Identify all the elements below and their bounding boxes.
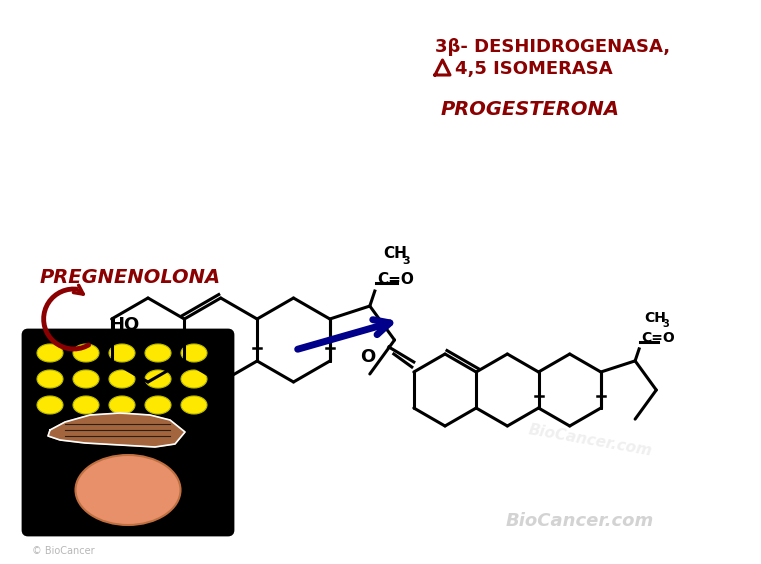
Ellipse shape [109, 396, 135, 414]
Text: BioCancer.com: BioCancer.com [527, 422, 653, 459]
Ellipse shape [145, 344, 171, 362]
Ellipse shape [181, 344, 207, 362]
Ellipse shape [109, 344, 135, 362]
Polygon shape [48, 413, 185, 447]
FancyBboxPatch shape [23, 330, 233, 535]
Text: C=O: C=O [641, 331, 675, 345]
Text: PREGNENOLONA: PREGNENOLONA [40, 268, 221, 287]
Ellipse shape [73, 396, 99, 414]
Text: BioCancer.com: BioCancer.com [506, 512, 654, 530]
Text: HO: HO [110, 316, 140, 334]
Ellipse shape [37, 370, 63, 388]
Ellipse shape [145, 396, 171, 414]
Ellipse shape [37, 344, 63, 362]
Text: 3: 3 [403, 256, 410, 266]
Text: C=O: C=O [377, 272, 414, 287]
Text: CH: CH [644, 311, 666, 325]
Text: © BioCancer: © BioCancer [32, 546, 94, 556]
Text: O: O [361, 348, 376, 366]
Text: 4,5 ISOMERASA: 4,5 ISOMERASA [455, 60, 613, 78]
Text: 3β- DESHIDROGENASA,: 3β- DESHIDROGENASA, [435, 38, 670, 56]
Ellipse shape [37, 396, 63, 414]
Ellipse shape [145, 370, 171, 388]
Text: 3: 3 [662, 319, 669, 329]
Ellipse shape [181, 370, 207, 388]
Ellipse shape [73, 370, 99, 388]
Ellipse shape [73, 344, 99, 362]
Ellipse shape [75, 455, 180, 525]
Ellipse shape [109, 370, 135, 388]
Text: CH: CH [383, 246, 406, 261]
Text: PROGESTERONA: PROGESTERONA [441, 100, 619, 119]
Ellipse shape [181, 396, 207, 414]
